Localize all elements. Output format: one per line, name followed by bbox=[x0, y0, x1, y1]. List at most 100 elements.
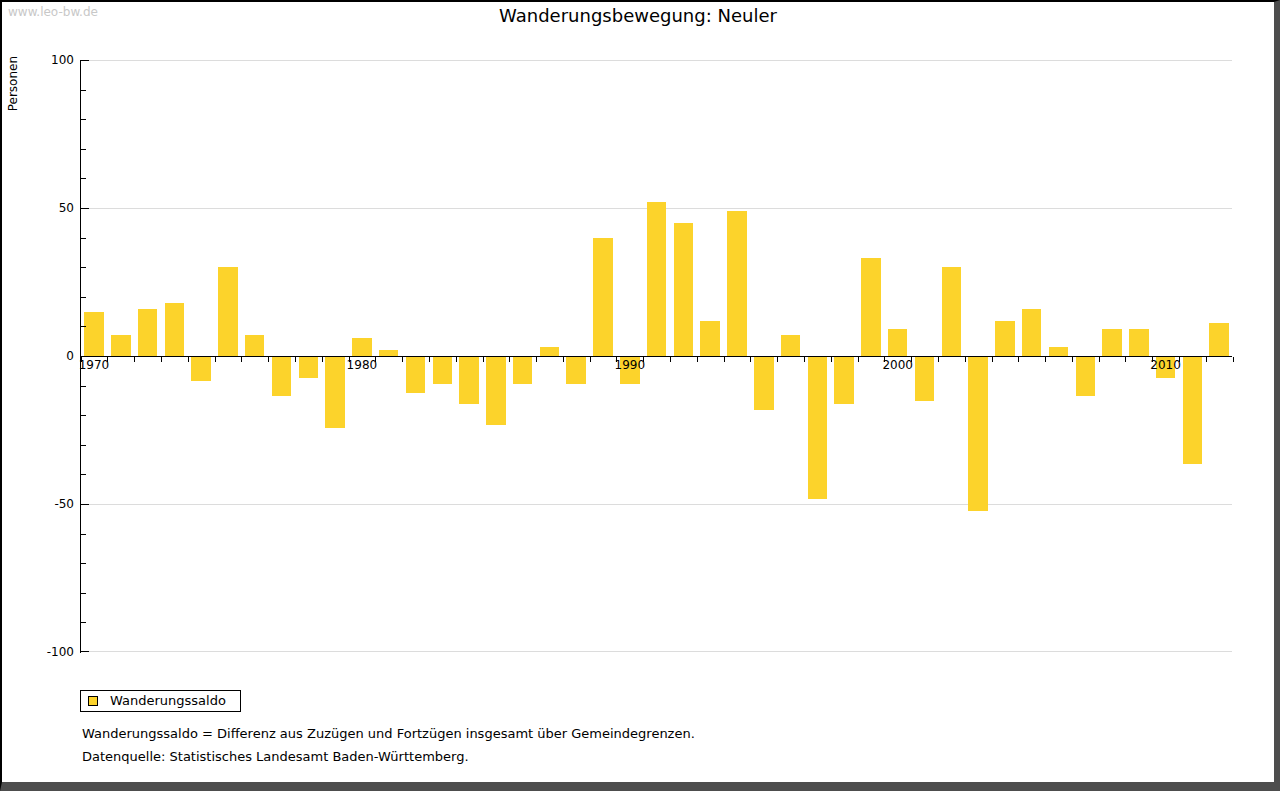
bar-1996 bbox=[781, 335, 801, 356]
x-tick bbox=[590, 357, 591, 362]
x-tick bbox=[938, 357, 939, 362]
bar-1980 bbox=[352, 338, 372, 356]
bar-2006 bbox=[1049, 347, 1069, 356]
x-tick bbox=[1206, 357, 1207, 362]
x-axis-label-1980: 1980 bbox=[332, 359, 392, 372]
bar-1977 bbox=[272, 357, 292, 396]
x-tick bbox=[1045, 357, 1046, 362]
bar-1993 bbox=[700, 321, 720, 357]
x-tick bbox=[429, 357, 430, 362]
y-axis-title-text: Personen bbox=[6, 56, 20, 111]
plot-area: 19701980199020002010 bbox=[80, 60, 1232, 652]
x-tick bbox=[134, 357, 135, 362]
y-major-tick-100 bbox=[81, 60, 89, 61]
y-minor-tick--90 bbox=[81, 622, 86, 623]
bar-1978 bbox=[299, 357, 319, 378]
x-axis-zero-line bbox=[80, 356, 1232, 357]
x-tick bbox=[402, 357, 403, 362]
x-tick bbox=[831, 357, 832, 362]
bar-2007 bbox=[1076, 357, 1096, 396]
y-axis-line bbox=[80, 60, 81, 653]
x-tick bbox=[188, 357, 189, 362]
x-tick bbox=[536, 357, 537, 362]
bar-1992 bbox=[674, 223, 694, 356]
y-major-tick--50 bbox=[81, 504, 89, 505]
y-minor-tick-80 bbox=[81, 119, 86, 120]
x-tick bbox=[777, 357, 778, 362]
y-minor-tick-10 bbox=[81, 326, 86, 327]
x-tick bbox=[241, 357, 242, 362]
bar-1991 bbox=[647, 202, 667, 356]
legend-swatch bbox=[88, 696, 98, 706]
x-tick bbox=[1125, 357, 1126, 362]
bar-2000 bbox=[888, 329, 908, 356]
y-minor-tick-20 bbox=[81, 297, 86, 298]
x-tick bbox=[161, 357, 162, 362]
x-tick bbox=[322, 357, 323, 362]
x-tick bbox=[858, 357, 859, 362]
x-axis-label-2000: 2000 bbox=[868, 359, 928, 372]
y-minor-tick--80 bbox=[81, 593, 86, 594]
x-tick bbox=[1233, 357, 1234, 362]
bar-1972 bbox=[138, 309, 158, 356]
x-tick bbox=[483, 357, 484, 362]
bar-1987 bbox=[540, 347, 560, 356]
bar-1975 bbox=[218, 267, 238, 356]
gridline-100 bbox=[80, 60, 1232, 61]
y-minor-tick-70 bbox=[81, 149, 86, 150]
x-tick bbox=[750, 357, 751, 362]
bar-1998 bbox=[834, 357, 854, 404]
x-tick bbox=[724, 357, 725, 362]
bar-2008 bbox=[1102, 329, 1122, 356]
x-tick bbox=[697, 357, 698, 362]
y-minor-tick-30 bbox=[81, 267, 86, 268]
bar-1986 bbox=[513, 357, 533, 384]
x-tick bbox=[456, 357, 457, 362]
legend: Wanderungssaldo bbox=[80, 690, 241, 712]
bar-2012 bbox=[1209, 323, 1229, 356]
chart-title: Wanderungsbewegung: Neuler bbox=[2, 5, 1274, 26]
bar-1971 bbox=[111, 335, 131, 356]
bar-1976 bbox=[245, 335, 265, 356]
x-tick bbox=[268, 357, 269, 362]
x-tick bbox=[1099, 357, 1100, 362]
x-tick bbox=[509, 357, 510, 362]
bar-2011 bbox=[1183, 357, 1203, 464]
y-minor-tick-90 bbox=[81, 90, 86, 91]
y-minor-tick--40 bbox=[81, 474, 86, 475]
bar-1995 bbox=[754, 357, 774, 410]
bar-1982 bbox=[406, 357, 426, 393]
legend-label: Wanderungssaldo bbox=[110, 691, 226, 711]
x-axis-label-1990: 1990 bbox=[600, 359, 660, 372]
x-tick bbox=[215, 357, 216, 362]
x-tick bbox=[965, 357, 966, 362]
x-tick bbox=[670, 357, 671, 362]
bar-2003 bbox=[968, 357, 988, 511]
y-axis-tick-label--50: -50 bbox=[26, 497, 74, 511]
bar-1988 bbox=[566, 357, 586, 384]
bar-1999 bbox=[861, 258, 881, 356]
bar-2004 bbox=[995, 321, 1015, 357]
chart-window: www.leo-bw.de Wanderungsbewegung: Neuler… bbox=[0, 0, 1280, 791]
y-axis-tick-label-100: 100 bbox=[26, 53, 74, 67]
y-minor-tick--20 bbox=[81, 415, 86, 416]
y-minor-tick-60 bbox=[81, 178, 86, 179]
gridline--100 bbox=[80, 651, 1232, 652]
footnote-source: Datenquelle: Statistisches Landesamt Bad… bbox=[82, 749, 469, 764]
bar-1997 bbox=[808, 357, 828, 499]
bar-1973 bbox=[165, 303, 185, 356]
bar-1985 bbox=[486, 357, 506, 425]
bar-1984 bbox=[459, 357, 479, 404]
x-tick bbox=[804, 357, 805, 362]
y-axis-title: Personen bbox=[6, 52, 20, 122]
y-minor-tick--30 bbox=[81, 445, 86, 446]
bar-1989 bbox=[593, 238, 613, 356]
x-tick bbox=[295, 357, 296, 362]
x-tick bbox=[992, 357, 993, 362]
y-minor-tick--10 bbox=[81, 386, 86, 387]
y-minor-tick-40 bbox=[81, 238, 86, 239]
x-tick bbox=[563, 357, 564, 362]
bar-2009 bbox=[1129, 329, 1149, 356]
gridline--50 bbox=[80, 504, 1232, 505]
x-tick bbox=[1018, 357, 1019, 362]
